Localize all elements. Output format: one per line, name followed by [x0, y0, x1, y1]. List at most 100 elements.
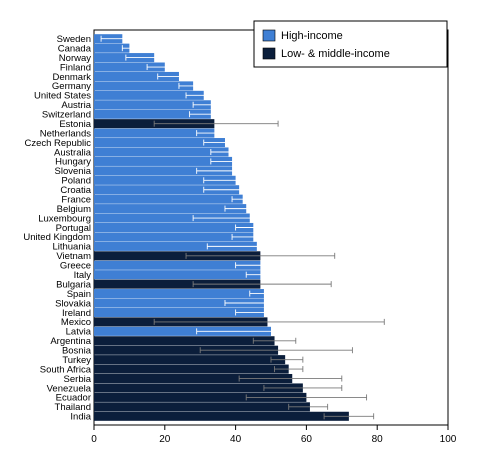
- error-bar-estonia: [153, 120, 279, 127]
- bar-united-states: [94, 90, 204, 100]
- category-label-india: India: [70, 412, 91, 423]
- category-label-portugal: Portugal: [56, 223, 91, 234]
- error-bar-poland: [203, 177, 272, 184]
- error-bar-belgium: [224, 205, 272, 212]
- bar-spain: [94, 289, 264, 299]
- error-bar-denmark: [157, 73, 205, 80]
- bar-luxembourg: [94, 213, 250, 223]
- error-bar-spain: [249, 290, 283, 297]
- error-bar-finland: [146, 64, 191, 71]
- bars-group: [94, 34, 349, 421]
- x-axis: 0 20 40 60 80 100: [91, 425, 457, 445]
- error-bar-united-kingdom: [231, 233, 279, 240]
- error-bar-sweden: [100, 35, 148, 42]
- bar-netherlands: [94, 128, 215, 138]
- error-bar-india: [323, 413, 375, 420]
- legend-box: [253, 20, 448, 68]
- category-label-italy: Italy: [74, 270, 92, 281]
- error-bar-italy: [245, 271, 279, 278]
- category-label-denmark: Denmark: [52, 72, 91, 83]
- category-label-greece: Greece: [60, 261, 91, 272]
- category-labels: SwedenCanadaNorwayFinlandDenmarkGermanyU…: [23, 34, 91, 423]
- bar-germany: [94, 81, 194, 91]
- category-label-hungary: Hungary: [55, 157, 91, 168]
- x-tick-label: 60: [301, 434, 313, 445]
- x-tick-label: 20: [159, 434, 171, 445]
- category-label-france: France: [61, 194, 91, 205]
- category-label-venezuela: Venezuela: [47, 383, 92, 394]
- bar-slovakia: [94, 298, 264, 308]
- bar-thailand: [94, 402, 310, 412]
- error-bar-turkey: [270, 356, 304, 363]
- bar-south-africa: [94, 364, 289, 374]
- bar-turkey: [94, 355, 286, 365]
- bar-france: [94, 194, 243, 204]
- bar-vietnam: [94, 251, 261, 261]
- legend-label-low-middle-income: Low- & middle-income: [281, 48, 390, 60]
- error-bar-venezuela: [263, 384, 343, 391]
- category-label-ecuador: Ecuador: [56, 393, 91, 404]
- error-bar-lithuania: [206, 243, 311, 250]
- error-bar-vietnam: [185, 252, 336, 259]
- bar-slovenia: [94, 166, 233, 176]
- error-bar-ecuador: [245, 394, 368, 401]
- category-label-croatia: Croatia: [60, 185, 91, 196]
- bar-switzerland: [94, 109, 211, 119]
- error-bar-thailand: [288, 403, 329, 410]
- bar-greece: [94, 260, 261, 270]
- category-label-spain: Spain: [67, 289, 91, 300]
- error-bar-greece: [235, 262, 286, 269]
- bar-austria: [94, 100, 211, 110]
- category-label-bulgaria: Bulgaria: [56, 279, 92, 290]
- x-tick-label: 40: [230, 434, 242, 445]
- category-label-norway: Norway: [59, 53, 91, 64]
- bar-lithuania: [94, 241, 257, 251]
- category-label-slovenia: Slovenia: [55, 166, 92, 177]
- error-bar-germany: [178, 82, 208, 89]
- bar-venezuela: [94, 383, 303, 393]
- error-bar-netherlands: [196, 130, 237, 137]
- error-bar-south-africa: [274, 366, 304, 373]
- error-bars-group: [100, 35, 385, 420]
- category-label-luxembourg: Luxembourg: [38, 213, 91, 224]
- category-label-poland: Poland: [61, 176, 91, 187]
- error-bar-czech-republic: [203, 139, 251, 146]
- category-label-mexico: Mexico: [61, 317, 91, 328]
- bar-serbia: [94, 373, 293, 384]
- error-bar-hungary: [210, 158, 254, 165]
- error-bar-ireland: [235, 309, 293, 316]
- bar-bosnia: [94, 345, 279, 355]
- category-label-turkey: Turkey: [62, 355, 91, 366]
- bar-india: [94, 411, 349, 421]
- category-label-united-kingdom: United Kingdom: [23, 232, 91, 243]
- error-bar-latvia: [196, 328, 350, 335]
- error-bar-croatia: [203, 186, 275, 193]
- bar-czech-republic: [94, 138, 225, 148]
- legend-swatch-low-middle-income: [262, 47, 276, 60]
- bar-latvia: [94, 326, 271, 336]
- category-label-vietnam: Vietnam: [56, 251, 91, 262]
- category-label-finland: Finland: [60, 62, 91, 73]
- category-label-australia: Australia: [54, 147, 92, 158]
- error-bar-bosnia: [199, 347, 353, 354]
- bar-italy: [94, 270, 261, 280]
- error-bar-australia: [210, 148, 251, 155]
- bar-norway: [94, 53, 155, 63]
- legend-label-high-income: High-income: [281, 30, 343, 42]
- category-label-united-states: United States: [34, 91, 91, 102]
- error-bar-austria: [192, 101, 229, 108]
- category-label-estonia: Estonia: [59, 119, 91, 130]
- bar-finland: [94, 62, 165, 72]
- category-label-czech-republic: Czech Republic: [24, 138, 91, 149]
- bar-bulgaria: [94, 279, 261, 289]
- bar-united-kingdom: [94, 232, 254, 242]
- bar-hungary: [94, 156, 233, 166]
- error-bar-bulgaria: [192, 281, 332, 288]
- category-label-belgium: Belgium: [57, 204, 91, 215]
- bar-croatia: [94, 185, 240, 195]
- bar-argentina: [94, 336, 275, 346]
- category-label-switzerland: Switzerland: [42, 110, 91, 121]
- x-tick-label: 0: [91, 434, 97, 445]
- error-bar-argentina: [252, 337, 297, 344]
- category-label-argentina: Argentina: [50, 336, 91, 347]
